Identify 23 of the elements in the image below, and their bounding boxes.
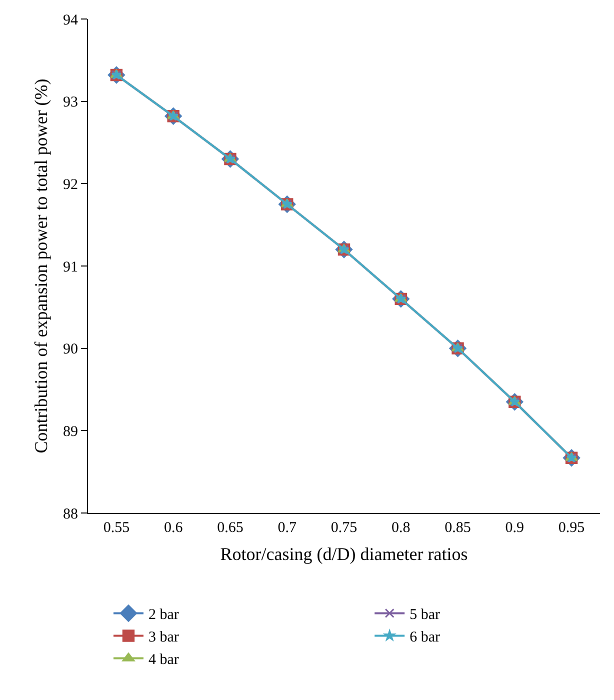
y-tick-label: 92 (63, 176, 78, 193)
legend-label: 6 bar (410, 630, 440, 646)
x-tick-label: 0.85 (444, 520, 471, 536)
legend-label: 3 bar (148, 630, 179, 646)
x-tick-label: 0.9 (505, 520, 524, 536)
y-tick-label: 88 (63, 506, 78, 522)
y-tick-label: 94 (63, 12, 78, 28)
y-tick-label: 91 (63, 259, 78, 276)
y-tick-label: 90 (63, 342, 78, 358)
legend-label: 5 bar (410, 607, 440, 624)
x-tick-label: 0.65 (217, 520, 244, 536)
x-tick-label: 0.8 (392, 520, 410, 536)
legend-label: 4 bar (148, 652, 179, 668)
x-axis-title: Rotor/casing (d/D) diameter ratios (220, 544, 468, 564)
x-tick-label: 0.6 (164, 520, 184, 536)
y-tick-label: 89 (63, 424, 78, 440)
y-tick-label: 93 (63, 94, 78, 111)
x-tick-label: 0.55 (103, 520, 130, 536)
x-tick-label: 0.75 (330, 520, 358, 536)
x-tick-label: 0.7 (278, 520, 297, 536)
legend-label: 2 bar (148, 607, 179, 624)
x-tick-label: 0.95 (558, 520, 585, 536)
y-axis-title: Contribution of expansion power to total power (%) (31, 78, 52, 454)
